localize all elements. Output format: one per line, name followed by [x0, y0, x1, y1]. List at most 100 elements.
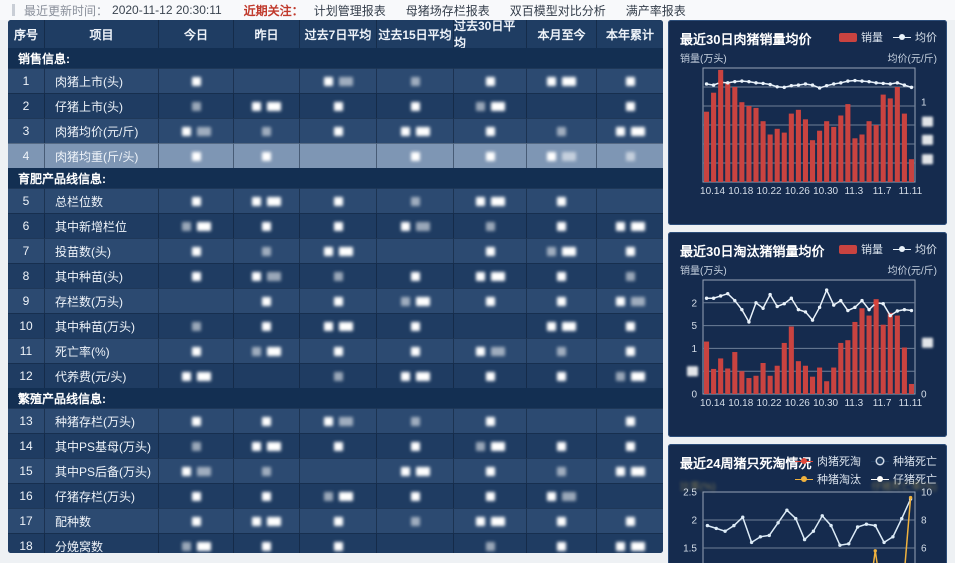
chart-legend: 肉猪死淘 种猪死亡 种猪淘汰 仔猪死亡: [795, 453, 937, 487]
axis-tick-label: 6: [921, 544, 927, 555]
data-cell: [527, 238, 597, 263]
redacted-value: [181, 466, 191, 476]
legend-item[interactable]: 销量: [839, 29, 883, 45]
data-cell: [597, 433, 663, 458]
redacted-value: [615, 221, 625, 231]
data-cell: [234, 93, 300, 118]
column-header: 本月至今: [527, 20, 597, 48]
redacted-value: [625, 416, 635, 426]
redacted-value: [547, 151, 556, 161]
row-label: 其中新增栏位: [45, 213, 159, 238]
table-row-10[interactable]: 10 其中种苗(万头): [8, 313, 663, 338]
redacted-value: [557, 196, 566, 206]
table-row-6[interactable]: 6 其中新增栏位: [8, 213, 663, 238]
legend-item[interactable]: 均价: [893, 29, 937, 45]
data-cell: [527, 408, 597, 433]
data-cell: [597, 213, 663, 238]
data-cell: [234, 313, 300, 338]
legend-line-swatch: [893, 245, 911, 254]
redacted-value: [252, 101, 261, 111]
legend-item[interactable]: 种猪淘汰: [795, 471, 861, 487]
redacted-value: [415, 371, 430, 381]
table-row-9[interactable]: 9 存栏数(万头): [8, 288, 663, 313]
y-axis-label-right: 均价(元/斤): [887, 54, 937, 65]
data-cell: [527, 508, 597, 533]
redacted-value: [191, 246, 201, 256]
chart-cards: 最近30日肉猪销量均价 销量 均价 销量(万头) 均价(元/斤) 1 10.14 10.18 1…: [668, 20, 947, 563]
table-row-4[interactable]: 4 肉猪均重(斤/头): [8, 143, 663, 168]
table-row-15[interactable]: 15 其中PS后备(万头): [8, 458, 663, 483]
table-row-8[interactable]: 8 其中种苗(头): [8, 263, 663, 288]
kpi-table: 序号 项目 今日 昨日 过去7日平均 过去15日平均 过去30日平均 本月至今 本年累计 销售信息…: [8, 20, 663, 553]
redacted-value: [562, 246, 576, 256]
row-label: 其中种苗(万头): [45, 313, 159, 338]
redacted-value: [415, 466, 430, 476]
redacted-value: [485, 541, 495, 551]
data-cell: [454, 288, 527, 313]
redacted-value: [252, 516, 261, 526]
table-row-12[interactable]: 12 代养费(元/头): [8, 363, 663, 388]
table-row-18[interactable]: 18 分娩窝数: [8, 533, 663, 553]
table-row-5[interactable]: 5 总栏位数: [8, 188, 663, 213]
x-axis-tick-label: 10.18: [728, 398, 753, 409]
x-axis-tick-label: 10.18: [728, 186, 753, 197]
section-row-3: 繁殖产品线信息:: [8, 388, 663, 408]
data-cell: [454, 433, 527, 458]
table-row-14[interactable]: 14 其中PS基母(万头): [8, 433, 663, 458]
redacted-value: [415, 221, 430, 231]
redacted-value: [267, 441, 281, 451]
redacted-value: [262, 416, 271, 426]
data-cell: [300, 188, 377, 213]
redacted-value: [415, 296, 430, 306]
redacted-value: [323, 246, 333, 256]
data-cell: [300, 143, 377, 168]
axis-tick-label: 0: [691, 390, 697, 401]
table-row-2[interactable]: 2 仔猪上市(头): [8, 93, 663, 118]
redacted-value: [410, 271, 420, 281]
table-row-16[interactable]: 16 仔猪存栏(万头): [8, 483, 663, 508]
data-cell: [527, 188, 597, 213]
redacted-value: [400, 466, 410, 476]
data-cell: [300, 508, 377, 533]
y-axis-label-left: 销量(万头): [680, 54, 727, 65]
topbar-menu-item-1[interactable]: 计划管理报表: [313, 3, 386, 18]
legend-item[interactable]: 肉猪死淘: [795, 453, 861, 469]
data-cell: [527, 458, 597, 483]
redacted-value: [485, 416, 495, 426]
data-cell: [159, 263, 234, 288]
redacted-value: [625, 151, 635, 161]
legend-item[interactable]: 销量: [839, 241, 883, 257]
chart-legend: 销量 均价: [839, 29, 937, 45]
data-cell: [234, 508, 300, 533]
table-row-13[interactable]: 13 种猪存栏(万头): [8, 408, 663, 433]
redacted-value: [485, 371, 495, 381]
legend-item[interactable]: 种猪死亡: [871, 453, 937, 469]
table-row-7[interactable]: 7 投苗数(头): [8, 238, 663, 263]
redacted-value: [490, 346, 505, 356]
redacted-value: [191, 271, 201, 281]
legend-line-swatch: [871, 475, 889, 484]
redacted-value: [262, 321, 271, 331]
data-cell: [300, 118, 377, 143]
table-row-11[interactable]: 11 死亡率(%): [8, 338, 663, 363]
redacted-value: [615, 126, 625, 136]
legend-item[interactable]: 仔猪死亡: [871, 471, 937, 487]
topbar-menu-item-3[interactable]: 双百模型对比分析: [509, 3, 606, 18]
row-number: 5: [8, 188, 45, 213]
topbar-menu-item-4[interactable]: 满产率报表: [625, 3, 686, 18]
data-cell: [454, 188, 527, 213]
legend-item[interactable]: 均价: [893, 241, 937, 257]
data-cell: [597, 188, 663, 213]
data-cell: [234, 288, 300, 313]
redacted-value: [557, 516, 566, 526]
table-row-1[interactable]: 1 肉猪上市(头): [8, 68, 663, 93]
redacted-value: [400, 296, 410, 306]
chart-card-2: 最近30日淘汰猪销量均价 销量 均价 销量(万头) 均价(元/斤) 2 5 1 0 0 10.14 1…: [668, 232, 947, 437]
data-cell: [454, 213, 527, 238]
redacted-value: [615, 541, 625, 551]
redacted-value: [196, 126, 211, 136]
topbar-menu-item-2[interactable]: 母猪场存栏报表: [405, 3, 490, 18]
redacted-axis-tick: [687, 366, 698, 377]
table-row-3[interactable]: 3 肉猪均价(元/斤): [8, 118, 663, 143]
table-row-17[interactable]: 17 配种数: [8, 508, 663, 533]
